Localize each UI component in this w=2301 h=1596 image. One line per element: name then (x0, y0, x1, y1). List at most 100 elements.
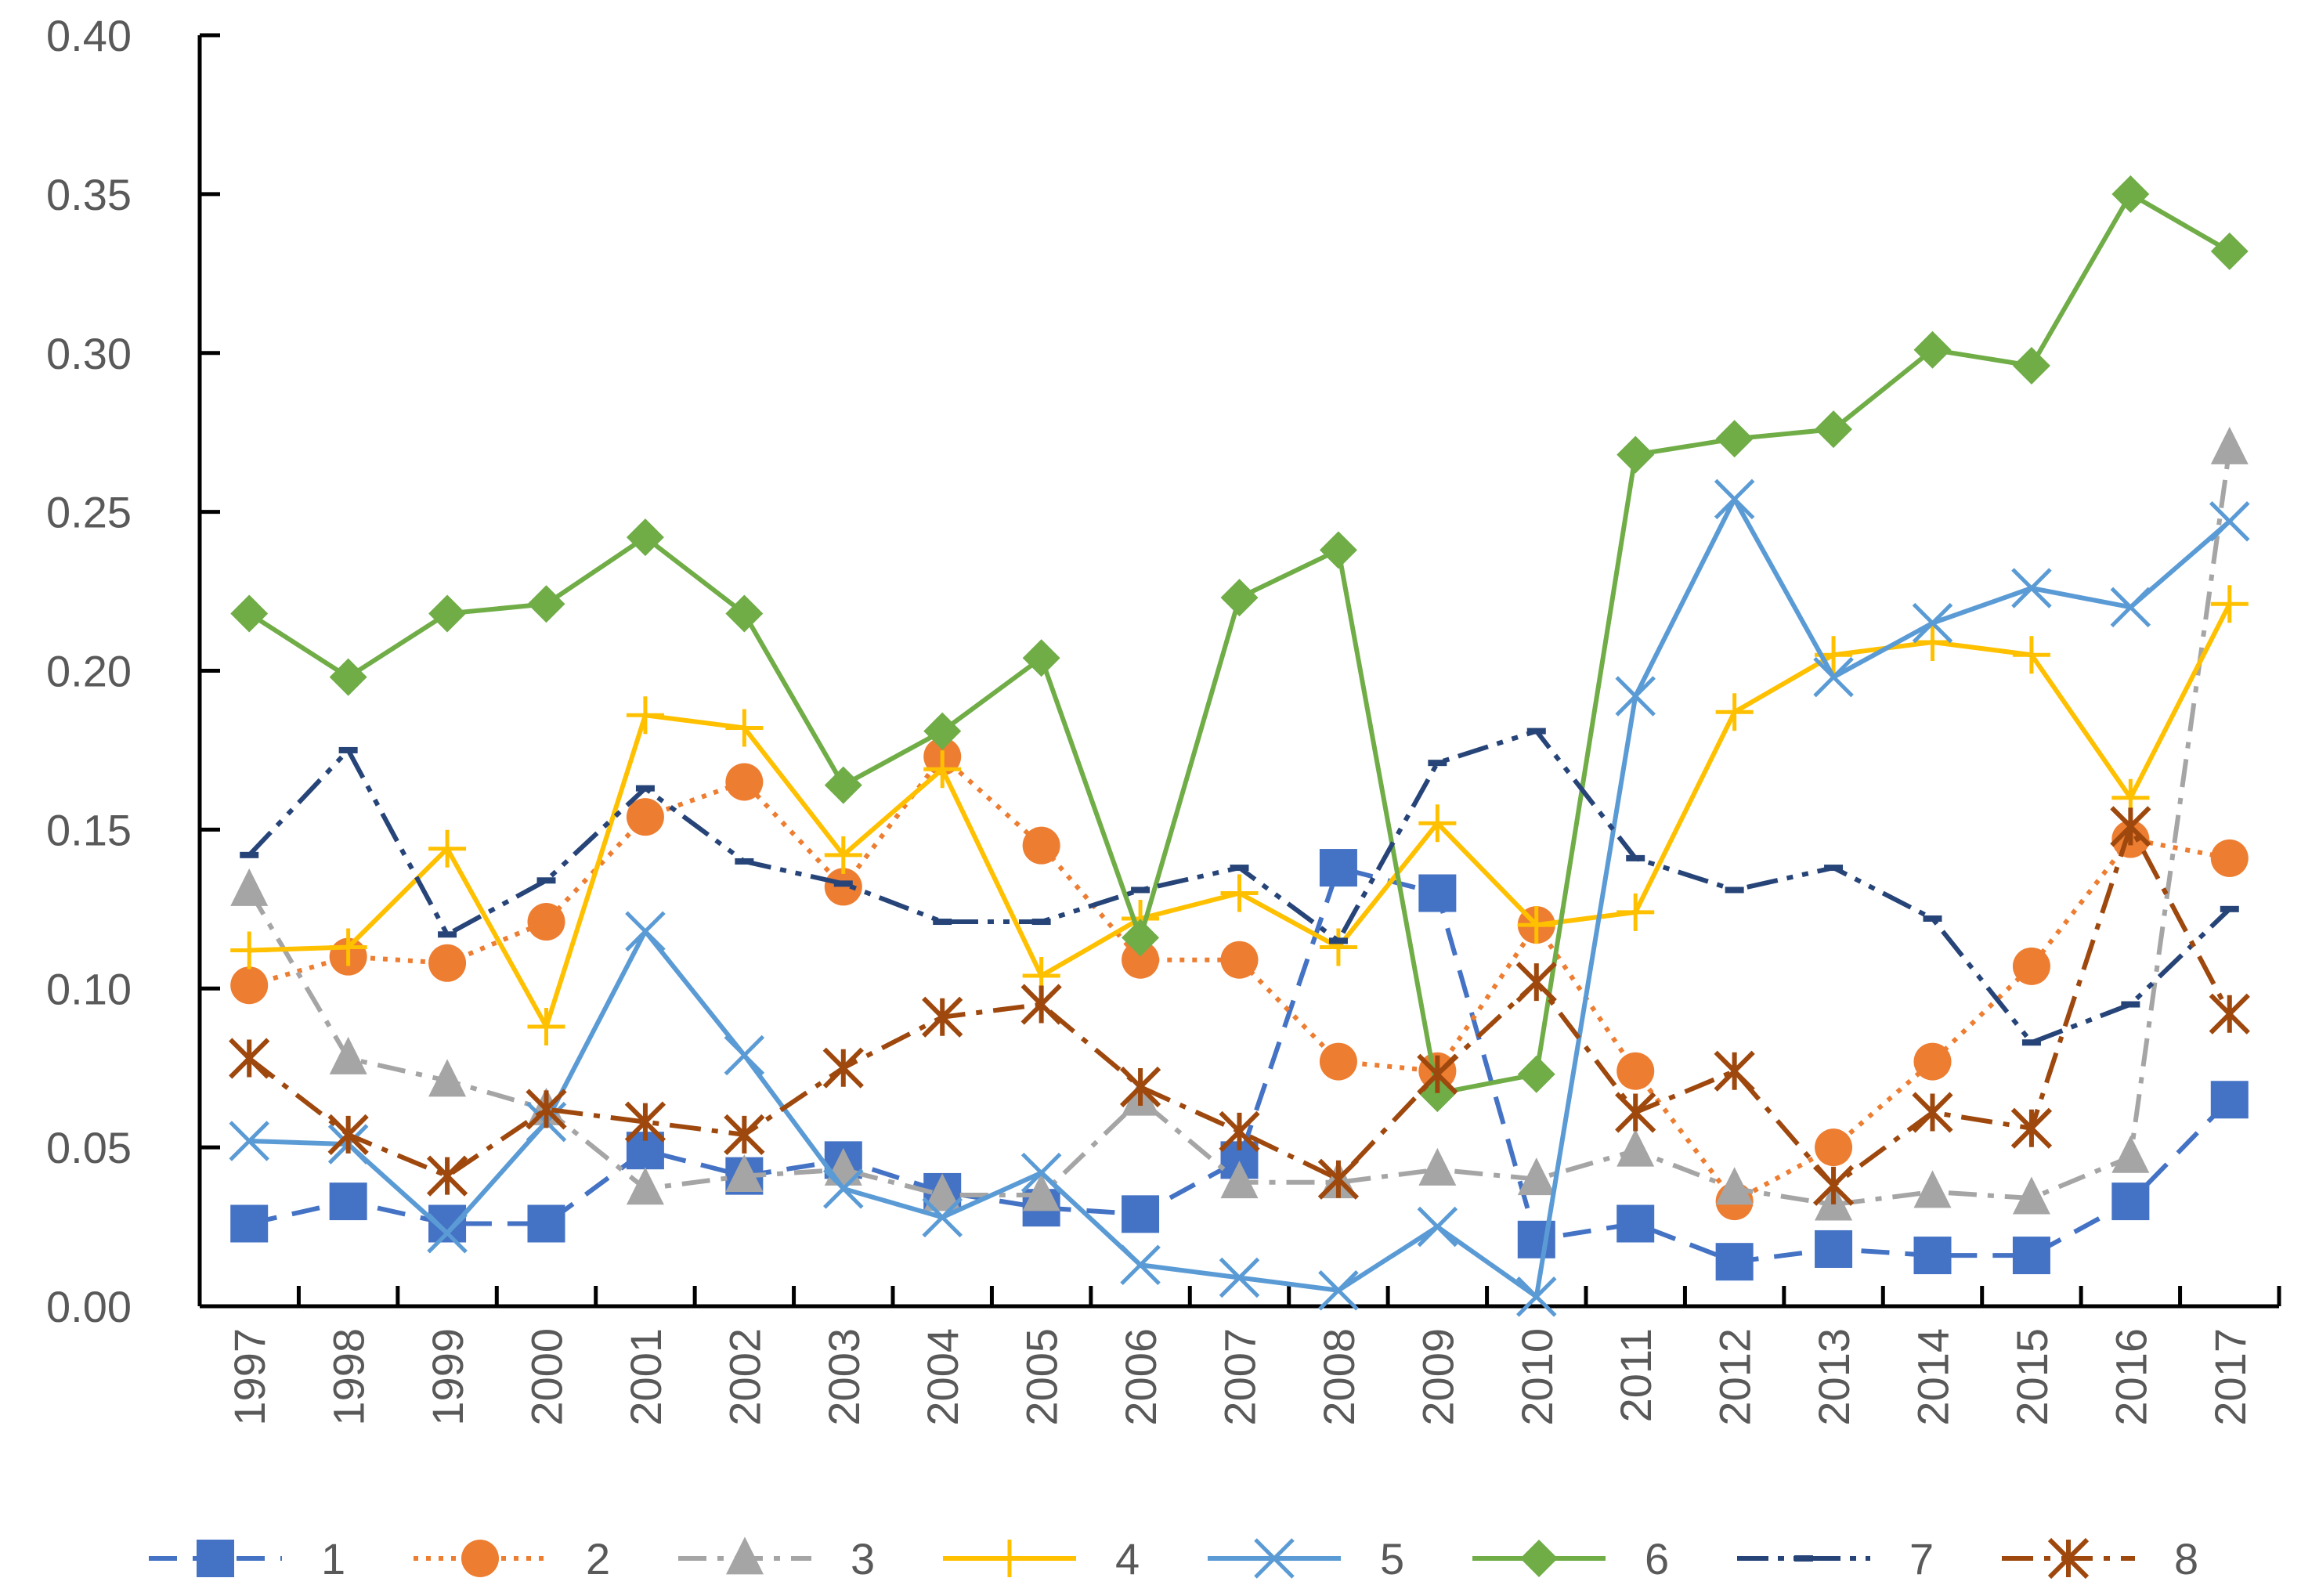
data-point (1515, 962, 1557, 1003)
data-point (1517, 906, 1555, 944)
data-point (2110, 587, 2151, 628)
data-point (1417, 1053, 1458, 1095)
data-point (822, 1047, 864, 1089)
x-tick-label: 2008 (1314, 1328, 1364, 1426)
data-point (1813, 656, 1854, 698)
legend-label: 7 (1909, 1534, 1934, 1583)
data-point (527, 1007, 565, 1045)
data-point (329, 928, 367, 966)
data-point (1913, 1237, 1952, 1275)
data-point (1526, 728, 1546, 735)
legend-label: 1 (321, 1534, 345, 1583)
legend-marker (1520, 1540, 1558, 1577)
data-point (327, 1114, 369, 1156)
legend-marker (991, 1540, 1028, 1577)
data-point (1714, 1050, 1755, 1092)
data-point (1020, 984, 1062, 1025)
data-point (2111, 1135, 2150, 1173)
data-point (1616, 1128, 1655, 1167)
data-point (2012, 1237, 2050, 1275)
y-tick-label: 0.05 (46, 1123, 132, 1172)
data-point (240, 851, 259, 858)
data-point (922, 1197, 963, 1238)
legend-label: 3 (851, 1534, 875, 1583)
data-point (635, 785, 655, 792)
data-point (923, 712, 962, 750)
data-point (1725, 886, 1744, 894)
y-tick-label: 0.25 (46, 488, 132, 537)
data-point (2210, 426, 2249, 464)
data-point (1715, 1167, 1754, 1205)
series-5 (229, 478, 2250, 1317)
data-point (1517, 1055, 1555, 1093)
data-point (1319, 1042, 1357, 1081)
data-point (1022, 639, 1060, 677)
x-tick-label: 2001 (621, 1328, 670, 1426)
legend-item-2: 2 (414, 1534, 610, 1583)
y-tick-label: 0.35 (46, 170, 132, 219)
data-point (1626, 854, 1645, 861)
data-point (725, 594, 764, 633)
data-point (1615, 1092, 1656, 1133)
series-layer (229, 175, 2250, 1317)
data-point (1319, 849, 1357, 887)
data-point (2110, 806, 2151, 847)
data-point (1517, 1157, 1555, 1196)
data-point (1923, 915, 1942, 922)
data-point (1020, 1152, 1062, 1193)
chart-legend: 1 2 3 4 5 6 7 8 (149, 1534, 2198, 1583)
data-point (2011, 568, 2052, 608)
x-tick-label: 2006 (1116, 1328, 1165, 1426)
data-point (230, 1204, 269, 1243)
data-point (438, 931, 457, 938)
x-tick-label: 2005 (1017, 1328, 1067, 1426)
x-tick-label: 2010 (1512, 1328, 1562, 1426)
x-tick-label: 2017 (2205, 1328, 2255, 1426)
data-point (338, 746, 358, 753)
x-tick-label: 2016 (2106, 1328, 2155, 1426)
data-point (2010, 1107, 2053, 1149)
data-point (824, 766, 862, 804)
data-point (725, 1154, 764, 1193)
data-point (824, 868, 862, 906)
data-point (428, 944, 467, 982)
data-point (2210, 1081, 2249, 1119)
x-tick-label: 1998 (324, 1328, 374, 1426)
data-point (1616, 435, 1655, 474)
data-point (428, 594, 467, 633)
data-point (1319, 928, 1357, 966)
data-point (626, 696, 664, 735)
data-point (2210, 839, 2249, 877)
data-point (230, 594, 269, 633)
data-point (1815, 410, 1853, 449)
data-point (1220, 1161, 1259, 1199)
data-point (724, 1035, 765, 1076)
legend-label: 2 (586, 1534, 610, 1583)
data-point (1912, 602, 1953, 644)
x-tick-label: 2015 (2007, 1328, 2057, 1426)
data-point (1815, 1229, 1853, 1268)
legend-marker (726, 1536, 764, 1575)
y-tick-label: 0.00 (46, 1282, 132, 1331)
data-point (824, 836, 862, 874)
data-point (1122, 1195, 1160, 1233)
x-tick-label: 2002 (720, 1328, 769, 1426)
data-point (1022, 1173, 1060, 1211)
data-point (1812, 1165, 1855, 1206)
x-tick-label: 2003 (819, 1328, 869, 1426)
data-point (724, 1114, 765, 1156)
legend-item-4: 4 (943, 1534, 1140, 1583)
data-point (2111, 175, 2150, 213)
legend-label: 4 (1115, 1534, 1140, 1583)
data-point (1714, 478, 1755, 520)
series-6 (230, 175, 2249, 1113)
data-point (1319, 531, 1357, 569)
data-point (1318, 1269, 1359, 1311)
data-point (1616, 893, 1655, 931)
legend-marker (197, 1540, 234, 1577)
x-tick-label: 2009 (1413, 1328, 1462, 1426)
data-point (527, 1204, 565, 1243)
data-point (625, 911, 666, 951)
data-point (2012, 636, 2050, 674)
data-point (2210, 585, 2249, 623)
